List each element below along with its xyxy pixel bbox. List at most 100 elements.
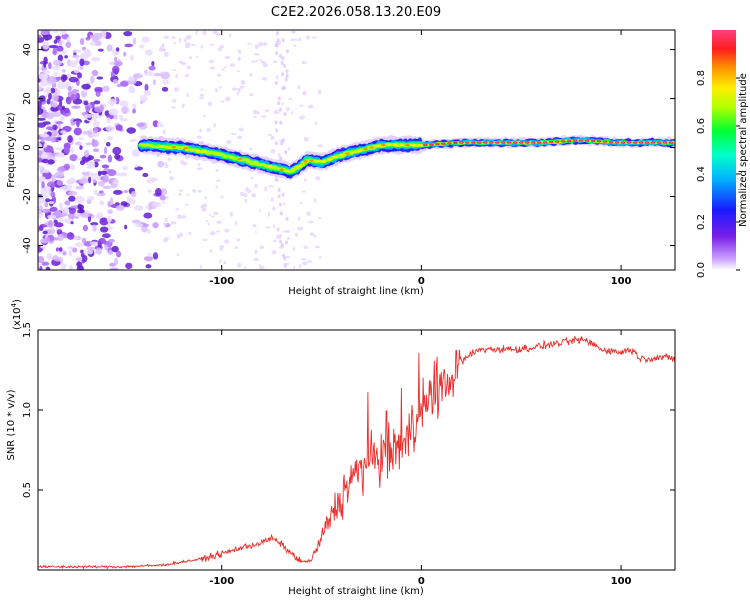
noise-speckle [52,59,62,66]
noise-speckle [286,236,291,240]
ridge-hotspot [183,147,188,150]
noise-speckle [42,169,50,174]
noise-speckle [68,212,76,220]
noise-speckle [114,257,119,266]
ridge-hotspot [333,156,338,159]
ridge-hotspot [405,144,410,147]
noise-speckle [171,36,176,40]
ridge-hotspot [603,141,607,143]
noise-speckle [109,98,117,105]
noise-speckle [293,265,296,269]
noise-speckle [46,151,53,158]
noise-speckle [54,147,64,151]
noise-speckle [216,179,221,183]
noise-speckle [123,51,127,57]
noise-speckle [301,190,307,193]
ridge-hotspot [567,140,571,142]
noise-speckle [152,252,159,260]
noise-speckle [134,205,144,211]
spectrogram-ridge-layer [137,134,675,181]
noise-speckle [111,245,119,253]
noise-speckle [281,192,285,197]
noise-speckle [290,30,296,34]
ridge-hotspot [615,141,619,144]
noise-speckle [299,263,302,269]
noise-speckle [42,33,53,41]
noise-speckle [231,87,238,91]
noise-speckle [229,33,232,38]
noise-speckle [184,203,189,206]
noise-speckle [157,160,165,168]
colorbar-ticks [736,77,740,271]
snr-ytick-label: 0.5 [22,482,33,498]
noise-speckle [41,261,50,266]
noise-speckle [58,202,64,211]
noise-speckle [76,92,80,101]
noise-speckle [64,55,68,59]
noise-speckle [273,109,280,115]
noise-speckle [224,55,231,60]
noise-speckle [288,97,293,101]
noise-speckle [69,154,78,162]
noise-speckle [160,124,164,128]
noise-speckle [38,100,42,109]
noise-speckle [39,265,43,270]
noise-speckle [279,239,283,244]
snr-ytick-label: 1.5 [22,322,33,338]
noise-speckle [115,204,125,211]
noise-speckle [106,117,111,124]
noise-speckle [184,73,190,78]
noise-speckle [72,89,80,93]
noise-speckle [41,194,49,199]
ridge-hotspot [417,144,422,147]
noise-speckle [277,153,281,158]
ridge-hotspot [514,142,517,144]
noise-speckle [205,219,208,223]
noise-speckle [293,44,297,47]
noise-speckle [152,79,156,86]
ridge-hotspot [327,158,332,161]
noise-speckle [282,202,287,205]
spectrogram-ytick-label: 0 [22,144,33,150]
noise-speckle [164,54,169,58]
colorbar-tick-label: 0.0 [696,262,707,278]
noise-speckle [230,63,236,68]
noise-speckle [56,45,64,52]
noise-speckle [47,159,55,165]
noise-speckle [146,178,155,184]
noise-speckle [283,112,287,117]
noise-speckle [262,41,268,46]
noise-speckle [301,60,307,65]
noise-speckle [221,68,225,71]
noise-speckle [81,212,90,219]
noise-speckle [183,37,187,43]
ridge-hotspot [520,142,523,144]
noise-speckle [53,257,63,262]
ridge-hotspot [549,141,553,143]
noise-speckle [254,183,258,189]
noise-speckle [113,60,123,67]
noise-speckle [175,73,178,79]
noise-speckle [182,161,188,166]
noise-speckle [48,200,55,205]
ridge-hotspot [526,142,529,144]
noise-speckle [57,233,64,242]
noise-speckle [88,176,92,184]
noise-speckle [270,149,276,154]
noise-speckle [119,100,129,108]
spectrogram-ytick-label: -40 [22,237,33,253]
noise-speckle [51,111,62,118]
ridge-hotspot [663,142,667,144]
noise-speckle [44,89,52,94]
noise-speckle [317,217,322,220]
noise-speckle [145,205,150,209]
noise-speckle [223,261,227,265]
ridge-hotspot [454,142,457,144]
noise-speckle [112,179,120,185]
noise-speckle [262,62,268,68]
ridge-hotspot [544,141,547,144]
noise-speckle [297,216,301,221]
noise-speckle [124,224,128,230]
ridge-hotspot [502,142,505,144]
ridge-hotspot [442,143,445,145]
